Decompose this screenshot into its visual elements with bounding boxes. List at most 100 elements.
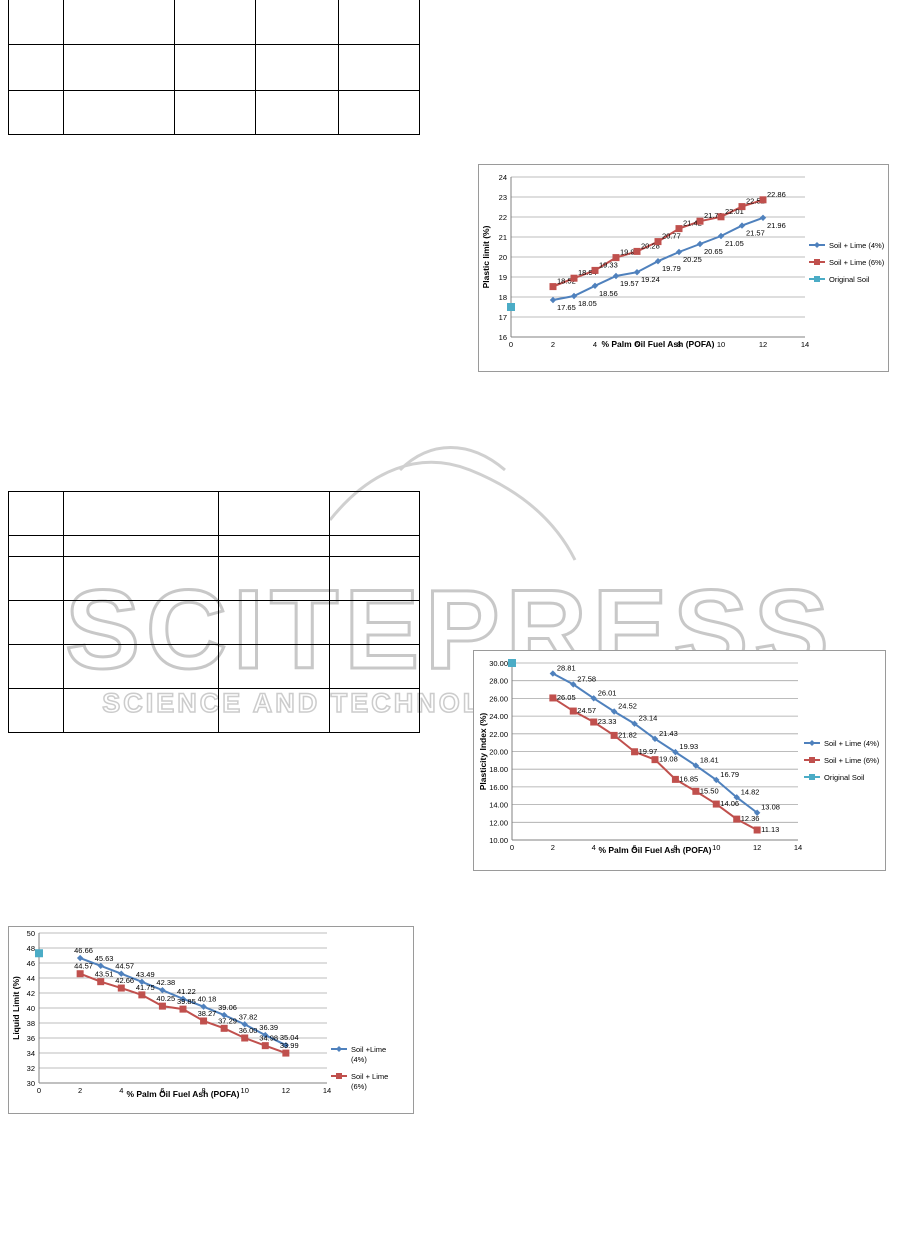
table-row (8, 491, 421, 536)
y-tick-label: 23 (499, 193, 507, 202)
table-cell (328, 556, 421, 601)
data-label: 36.00 (239, 1026, 258, 1035)
data-label: 33.99 (280, 1041, 299, 1050)
y-tick-label: 42 (27, 989, 35, 998)
data-point (549, 694, 557, 702)
data-point (654, 258, 662, 265)
table-cell (63, 89, 175, 135)
y-tick-label: 44 (27, 974, 35, 983)
data-point (549, 296, 557, 304)
table-2 (8, 491, 421, 733)
x-tick-label: 0 (510, 843, 514, 852)
y-tick-label: 32 (27, 1064, 35, 1073)
data-label: 28.81 (557, 664, 576, 673)
data-label: 20.77 (662, 232, 681, 241)
legend-marker (814, 276, 820, 282)
data-point (549, 283, 557, 291)
y-tick-label: 38 (27, 1019, 35, 1028)
data-label: 22.52 (746, 197, 765, 206)
x-tick-label: 2 (78, 1086, 82, 1095)
table-row (8, 89, 420, 135)
data-label: 43.49 (136, 970, 155, 979)
data-point (631, 748, 639, 756)
y-tick-label: 12.00 (489, 818, 508, 827)
table-cell (8, 600, 64, 645)
data-point (738, 222, 746, 229)
table-cell (338, 43, 420, 91)
data-label: 18.52 (557, 277, 576, 286)
data-label: 18.05 (578, 299, 597, 308)
y-tick-label: 22.00 (489, 730, 508, 739)
table-cell (8, 644, 64, 689)
data-label: 12.36 (741, 814, 760, 823)
data-label: 24.57 (577, 706, 596, 715)
data-label: 44.57 (115, 962, 134, 971)
y-axis-title: Plastic limit (%) (481, 225, 491, 288)
table-cell (174, 89, 256, 135)
data-point (671, 775, 679, 783)
data-point (138, 978, 146, 986)
x-axis-title: % Palm Oil Fuel Ash (POFA) (126, 1089, 239, 1099)
data-label: 18.94 (578, 268, 597, 277)
legend-label: Original Soil (829, 275, 870, 284)
y-tick-label: 19 (499, 273, 507, 282)
data-point (672, 748, 679, 756)
data-point (158, 1002, 166, 1010)
x-tick-label: 2 (551, 340, 555, 349)
data-point (508, 659, 516, 667)
data-label: 21.96 (767, 221, 786, 230)
table-cell (255, 89, 339, 135)
data-label: 19.57 (620, 279, 639, 288)
data-label: 40.18 (198, 995, 217, 1004)
data-label: 35.04 (280, 1033, 299, 1042)
data-label: 43.51 (95, 970, 114, 979)
legend-marker (336, 1073, 342, 1079)
table-cell (8, 491, 64, 536)
data-label: 19.08 (659, 755, 678, 764)
data-point (569, 707, 577, 715)
data-point (738, 203, 746, 211)
table-cell (8, 688, 64, 733)
x-tick-label: 4 (592, 843, 596, 852)
table-cell (218, 491, 330, 536)
x-tick-label: 0 (37, 1086, 41, 1095)
data-label: 19.97 (620, 248, 639, 257)
data-point (759, 196, 767, 204)
table-cell (8, 556, 64, 601)
x-tick-label: 12 (282, 1086, 290, 1095)
data-label: 37.29 (218, 1016, 237, 1025)
y-tick-label: 20 (499, 253, 507, 262)
data-point (696, 240, 704, 248)
data-label: 44.57 (74, 962, 93, 971)
table-cell (218, 556, 330, 601)
data-point (35, 949, 43, 958)
table-cell (218, 688, 330, 733)
data-point (282, 1049, 290, 1057)
data-label: 34.98 (259, 1034, 278, 1043)
y-axis-title: Plasticity Index (%) (478, 713, 488, 791)
data-label: 23.33 (598, 717, 617, 726)
data-point (712, 800, 720, 808)
liquid-limit-chart: 30 32 34 36 38 40 42 44 46 48 50 0 2 4 6 8 10 12 14% Palm … (8, 926, 414, 1114)
data-point (612, 272, 620, 280)
y-tick-label: 16 (499, 333, 507, 342)
data-label: 20.65 (704, 247, 723, 256)
table-row (8, 556, 421, 601)
data-point (612, 254, 620, 262)
data-point (220, 1024, 228, 1032)
data-label: 23.14 (639, 714, 658, 723)
data-point (717, 232, 725, 240)
data-point (696, 217, 704, 225)
legend-marker (809, 757, 815, 763)
data-label: 16.79 (720, 770, 739, 779)
x-tick-label: 12 (759, 340, 767, 349)
y-tick-label: 14.00 (489, 801, 508, 810)
data-label: 39.06 (218, 1003, 237, 1012)
table-1 (8, 0, 420, 135)
data-label: 11.13 (761, 825, 779, 834)
legend-label: Soil + Lime (4%) (829, 241, 885, 250)
y-tick-label: 46 (27, 959, 35, 968)
table-cell (328, 600, 421, 645)
data-point (117, 984, 125, 992)
plastic-limit-chart: 16 17 18 19 20 21 22 23 24 0 2 4 6 8 10 12 14% Palm Oil … (478, 164, 889, 372)
